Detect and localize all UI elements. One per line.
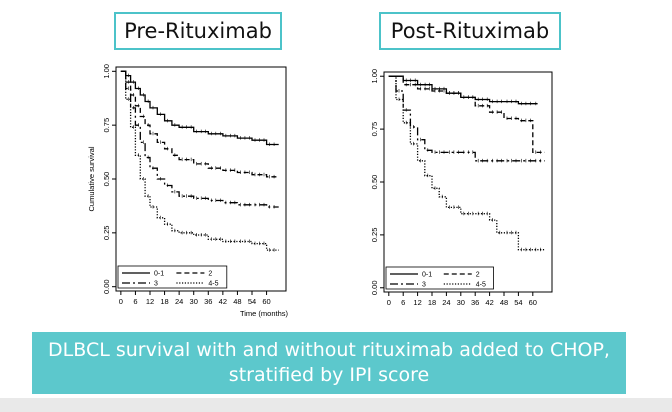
post-series-2: [388, 75, 545, 154]
pre-plot-frame: [115, 66, 287, 292]
pre-xtick-label: 36: [204, 297, 212, 306]
pre-ytick-label: 0.00: [102, 279, 111, 294]
post-series-4-5: [388, 75, 545, 251]
post-rituximab-title: Post-Rituximab: [379, 12, 561, 50]
pre-xtick-label: 30: [190, 297, 198, 306]
pre-legend-label: 3: [154, 281, 158, 288]
pre-xtick-label: 54: [248, 297, 256, 306]
post-rituximab-chart: 0.00 0.25 0.50 0.75 1.00 0 6 12 18 24 30 36 42 48 54 60…: [370, 69, 553, 307]
post-xtick-label: 30: [457, 298, 465, 307]
post-xtick-label: 18: [428, 298, 436, 307]
pre-rituximab-title: Pre-Rituximab: [114, 12, 282, 50]
pre-rituximab-chart: 0.00 0.25 0.50 0.75 1.00 0 6 12 18 24 30 36 42 48 54 60…: [87, 64, 289, 318]
pre-ytick-label: 1.00: [102, 64, 111, 79]
post-xtick-label: 6: [401, 298, 405, 307]
pre-xtick-label: 6: [133, 297, 137, 306]
pre-legend-label: 4-5: [208, 281, 218, 288]
pre-xtick-label: 24: [175, 297, 183, 306]
post-plot-frame: [383, 71, 553, 293]
post-xtick-label: 36: [471, 298, 479, 307]
pre-series-3: [120, 70, 279, 208]
post-ytick-label: 0.25: [370, 228, 379, 243]
pre-xlabel: Time (months): [240, 309, 289, 318]
post-xtick-label: 60: [529, 298, 537, 307]
pre-ytick-label: 0.25: [102, 226, 111, 241]
post-xtick-label: 0: [387, 298, 391, 307]
pre-series-0-1: [120, 70, 279, 146]
post-ytick-label: 0.00: [370, 280, 379, 295]
pre-xtick-label: 42: [219, 297, 227, 306]
pre-xtick-label: 0: [119, 297, 123, 306]
post-legend-label: 4-5: [476, 282, 486, 289]
post-legend-label: 3: [422, 282, 426, 289]
pre-xtick-label: 18: [160, 297, 168, 306]
post-legend-label: 2: [476, 272, 480, 279]
figure-caption: DLBCL survival with and without rituxima…: [32, 332, 626, 394]
pre-legend-label: 0-1: [154, 271, 164, 278]
pre-ylabel: Cumulative survival: [87, 146, 96, 211]
post-xtick-label: 24: [442, 298, 450, 307]
post-legend-label: 0-1: [422, 272, 432, 279]
post-series-3: [388, 75, 545, 162]
post-xtick-label: 48: [500, 298, 508, 307]
post-xtick-label: 12: [413, 298, 421, 307]
pre-ytick-label: 0.50: [102, 172, 111, 187]
post-xtick-label: 54: [514, 298, 522, 307]
pre-series-4-5: [120, 70, 279, 251]
post-ytick-label: 0.50: [370, 175, 379, 190]
pre-xtick-label: 48: [233, 297, 241, 306]
pre-series-2: [120, 70, 279, 178]
footer-bar: [0, 398, 672, 412]
post-series-0-1: [388, 75, 538, 105]
post-xtick-label: 42: [485, 298, 493, 307]
pre-legend-label: 2: [208, 271, 212, 278]
post-ytick-label: 0.75: [370, 122, 379, 137]
pre-ytick-label: 0.75: [102, 118, 111, 133]
pre-xtick-label: 60: [262, 297, 270, 306]
post-ytick-label: 1.00: [370, 69, 379, 84]
pre-xtick-label: 12: [146, 297, 154, 306]
